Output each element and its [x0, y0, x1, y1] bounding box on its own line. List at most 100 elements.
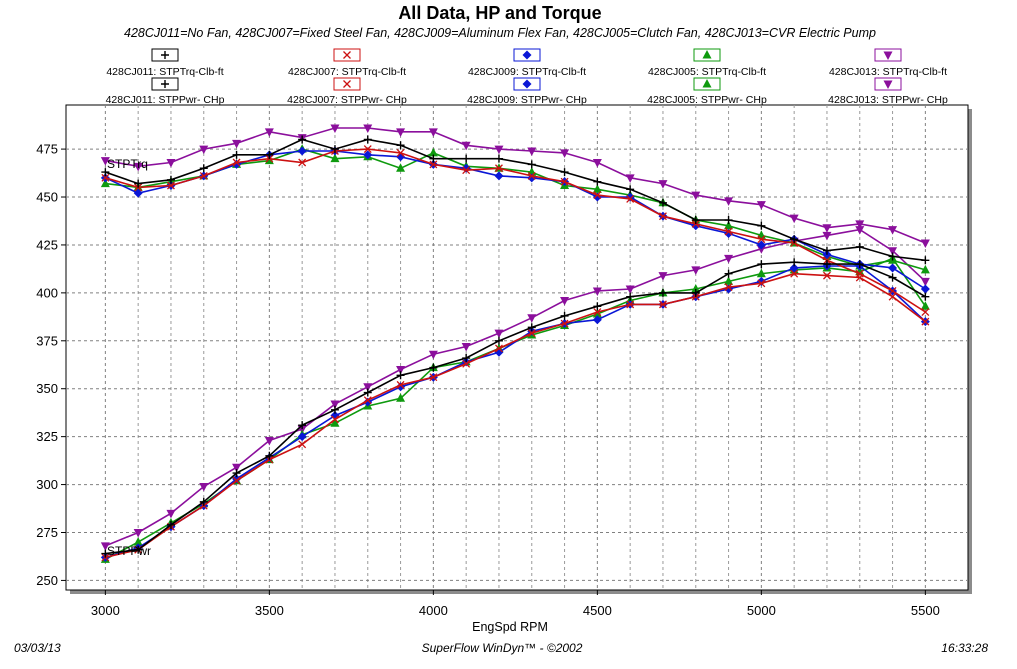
data-point	[100, 542, 110, 551]
y-tick-label: 450	[36, 190, 58, 205]
data-point	[101, 173, 110, 182]
data-point	[920, 264, 930, 274]
x-tick-label: 5500	[911, 603, 940, 618]
series-layer	[100, 124, 930, 563]
data-point	[724, 197, 734, 206]
x-tick-label: 4500	[583, 603, 612, 618]
legend-marker	[343, 80, 351, 88]
data-point	[100, 178, 110, 188]
data-point	[396, 163, 406, 172]
y-tick-label: 275	[36, 525, 58, 540]
data-point	[166, 159, 176, 168]
data-point	[494, 145, 504, 155]
y-tick-label: 325	[36, 429, 58, 444]
data-point	[593, 302, 602, 311]
data-point	[330, 400, 340, 410]
data-point	[593, 308, 602, 316]
legend-marker	[343, 51, 351, 59]
data-point	[626, 292, 635, 301]
data-point	[790, 258, 799, 267]
data-point	[691, 284, 701, 293]
data-point	[789, 263, 799, 273]
data-point	[756, 245, 766, 254]
y-tick-label: 400	[36, 285, 58, 300]
data-point	[330, 405, 339, 414]
legend-label: 428CJ011: STPTrq-Clb-ft	[106, 66, 223, 78]
chart-title: All Data, HP and Torque	[398, 3, 601, 23]
data-point	[166, 509, 176, 519]
data-point	[429, 154, 438, 163]
data-point	[921, 317, 930, 326]
y-tick-label: 350	[36, 381, 58, 396]
data-point	[232, 158, 241, 167]
data-point	[133, 188, 143, 198]
data-point	[560, 149, 570, 158]
data-point	[691, 266, 701, 275]
series-line	[105, 272, 926, 559]
data-point	[133, 162, 143, 172]
y-tick-label: 425	[36, 237, 58, 252]
data-point	[888, 226, 898, 235]
data-point	[789, 214, 799, 224]
data-point	[626, 194, 635, 203]
data-point	[888, 273, 897, 282]
data-point	[592, 315, 602, 325]
series-428CJ007: STPPwr- CHp	[101, 269, 930, 562]
data-point	[659, 212, 667, 221]
data-point	[625, 285, 635, 295]
legend-label: 428CJ005: STPPwr- CHp	[647, 94, 767, 106]
data-point	[921, 292, 930, 301]
series-line	[105, 148, 926, 313]
data-point	[888, 263, 898, 273]
data-point	[396, 393, 406, 402]
data-point	[133, 528, 143, 538]
data-point	[265, 451, 274, 460]
data-point	[888, 292, 897, 301]
legend-label: 428CJ005: STPTrq-Clb-ft	[648, 66, 766, 78]
data-point	[396, 380, 405, 389]
data-point	[134, 545, 143, 554]
data-point	[724, 269, 733, 278]
data-point	[199, 482, 209, 492]
data-point	[855, 242, 864, 251]
data-point	[888, 252, 897, 261]
plot-frame	[65, 104, 969, 591]
x-tick-label: 3500	[255, 603, 284, 618]
legend-item: 428CJ011: STPTrq-Clb-ft	[106, 48, 224, 78]
data-point	[724, 220, 734, 230]
legend-marker	[522, 79, 532, 89]
legend-label: 428CJ013: STPTrq-Clb-ft	[829, 66, 947, 78]
data-point	[461, 343, 471, 352]
data-point	[560, 177, 569, 186]
legend-marker	[702, 79, 712, 88]
data-point	[527, 329, 536, 338]
data-point	[691, 288, 700, 297]
data-point	[757, 260, 766, 269]
footer-software: SuperFlow WinDyn™ - ©2002	[422, 641, 583, 655]
chart-subtitle: 428CJ011=No Fan, 428CJ007=Fixed Steel Fa…	[124, 26, 876, 40]
data-point	[232, 476, 241, 485]
data-point	[921, 308, 930, 316]
data-point	[199, 171, 208, 180]
data-point	[592, 287, 602, 296]
data-point	[560, 168, 569, 177]
data-point	[265, 150, 274, 159]
legend-item: 428CJ007: STPTrq-Clb-ft	[288, 48, 406, 78]
legend-marker	[161, 80, 169, 88]
x-tick-label: 4000	[419, 603, 448, 618]
data-point	[330, 124, 340, 134]
data-point	[724, 227, 733, 236]
data-point	[101, 168, 110, 177]
data-point	[494, 171, 504, 181]
data-point	[495, 344, 503, 353]
data-point	[298, 135, 307, 144]
legend-marker	[883, 51, 893, 60]
data-point	[396, 141, 405, 150]
data-point	[429, 160, 438, 169]
data-point	[495, 164, 503, 173]
footer-date: 03/03/13	[14, 641, 61, 655]
series-428CJ011: STPTrq-Clb-ft	[101, 135, 930, 265]
data-point	[724, 276, 734, 285]
data-point	[232, 150, 241, 159]
data-point	[363, 396, 372, 405]
